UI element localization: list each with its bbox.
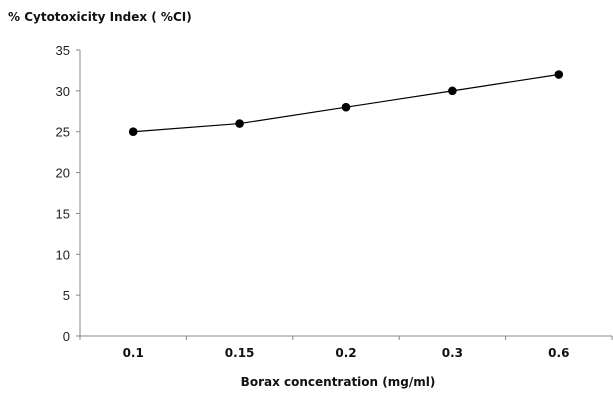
y-tick-label: 0 bbox=[63, 329, 70, 344]
y-tick-label: 25 bbox=[56, 125, 70, 140]
data-point bbox=[448, 86, 457, 96]
y-tick-label: 35 bbox=[56, 43, 70, 58]
y-axis-label: % Cytotoxicity Index ( %CI) bbox=[8, 10, 192, 24]
y-axis-ticks: 0 5 10 15 20 25 30 35 bbox=[56, 43, 80, 344]
data-point bbox=[554, 70, 564, 79]
data-point bbox=[128, 127, 138, 137]
x-tick-label: 0.1 bbox=[123, 346, 144, 360]
x-axis-ticks: 0.1 0.15 0.2 0.3 0.6 bbox=[79, 336, 613, 360]
y-tick-label: 20 bbox=[56, 166, 70, 181]
x-axis-label: Borax concentration (mg/ml) bbox=[241, 375, 436, 389]
series-layer bbox=[128, 70, 564, 137]
y-tick-label: 30 bbox=[56, 84, 70, 99]
y-tick-label: 15 bbox=[56, 206, 70, 221]
x-tick-label: 0.3 bbox=[442, 346, 463, 360]
y-tick-label: 10 bbox=[56, 247, 70, 262]
y-tick-label: 5 bbox=[63, 288, 70, 303]
x-tick-label: 0.2 bbox=[335, 346, 356, 360]
data-point bbox=[341, 102, 351, 112]
data-point bbox=[235, 119, 244, 128]
x-tick-label: 0.15 bbox=[225, 346, 255, 360]
x-tick-label: 0.6 bbox=[548, 346, 569, 360]
